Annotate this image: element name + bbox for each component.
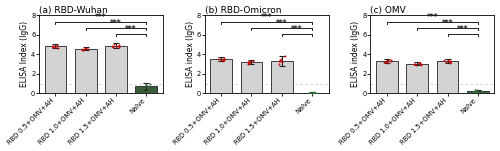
Bar	[406, 64, 428, 93]
Bar	[75, 48, 96, 93]
Text: ***: ***	[95, 13, 106, 22]
Text: ***: ***	[442, 19, 454, 28]
Bar	[105, 46, 127, 93]
Text: ***: ***	[276, 19, 287, 28]
Text: ***: ***	[457, 25, 468, 34]
Y-axis label: ELISA Index (IgG): ELISA Index (IgG)	[20, 21, 29, 87]
Text: (a) RBD-Wuhan: (a) RBD-Wuhan	[39, 6, 108, 14]
Text: ***: ***	[261, 13, 272, 22]
Bar	[467, 90, 488, 93]
Bar	[240, 62, 262, 93]
Text: (b) RBD-Omicron: (b) RBD-Omicron	[204, 6, 281, 14]
Bar	[271, 61, 292, 93]
Bar	[44, 46, 66, 93]
Bar	[136, 86, 157, 93]
Text: ***: ***	[291, 25, 302, 34]
Y-axis label: ELISA index (IgG): ELISA index (IgG)	[352, 21, 360, 87]
Text: ***: ***	[110, 19, 122, 28]
Text: ***: ***	[126, 25, 137, 34]
Y-axis label: ELISA index (IgG): ELISA index (IgG)	[186, 21, 194, 87]
Text: ***: ***	[426, 13, 438, 22]
Bar	[210, 59, 232, 93]
Bar	[376, 61, 398, 93]
Bar	[436, 61, 458, 93]
Text: (c) OMV: (c) OMV	[370, 6, 406, 14]
